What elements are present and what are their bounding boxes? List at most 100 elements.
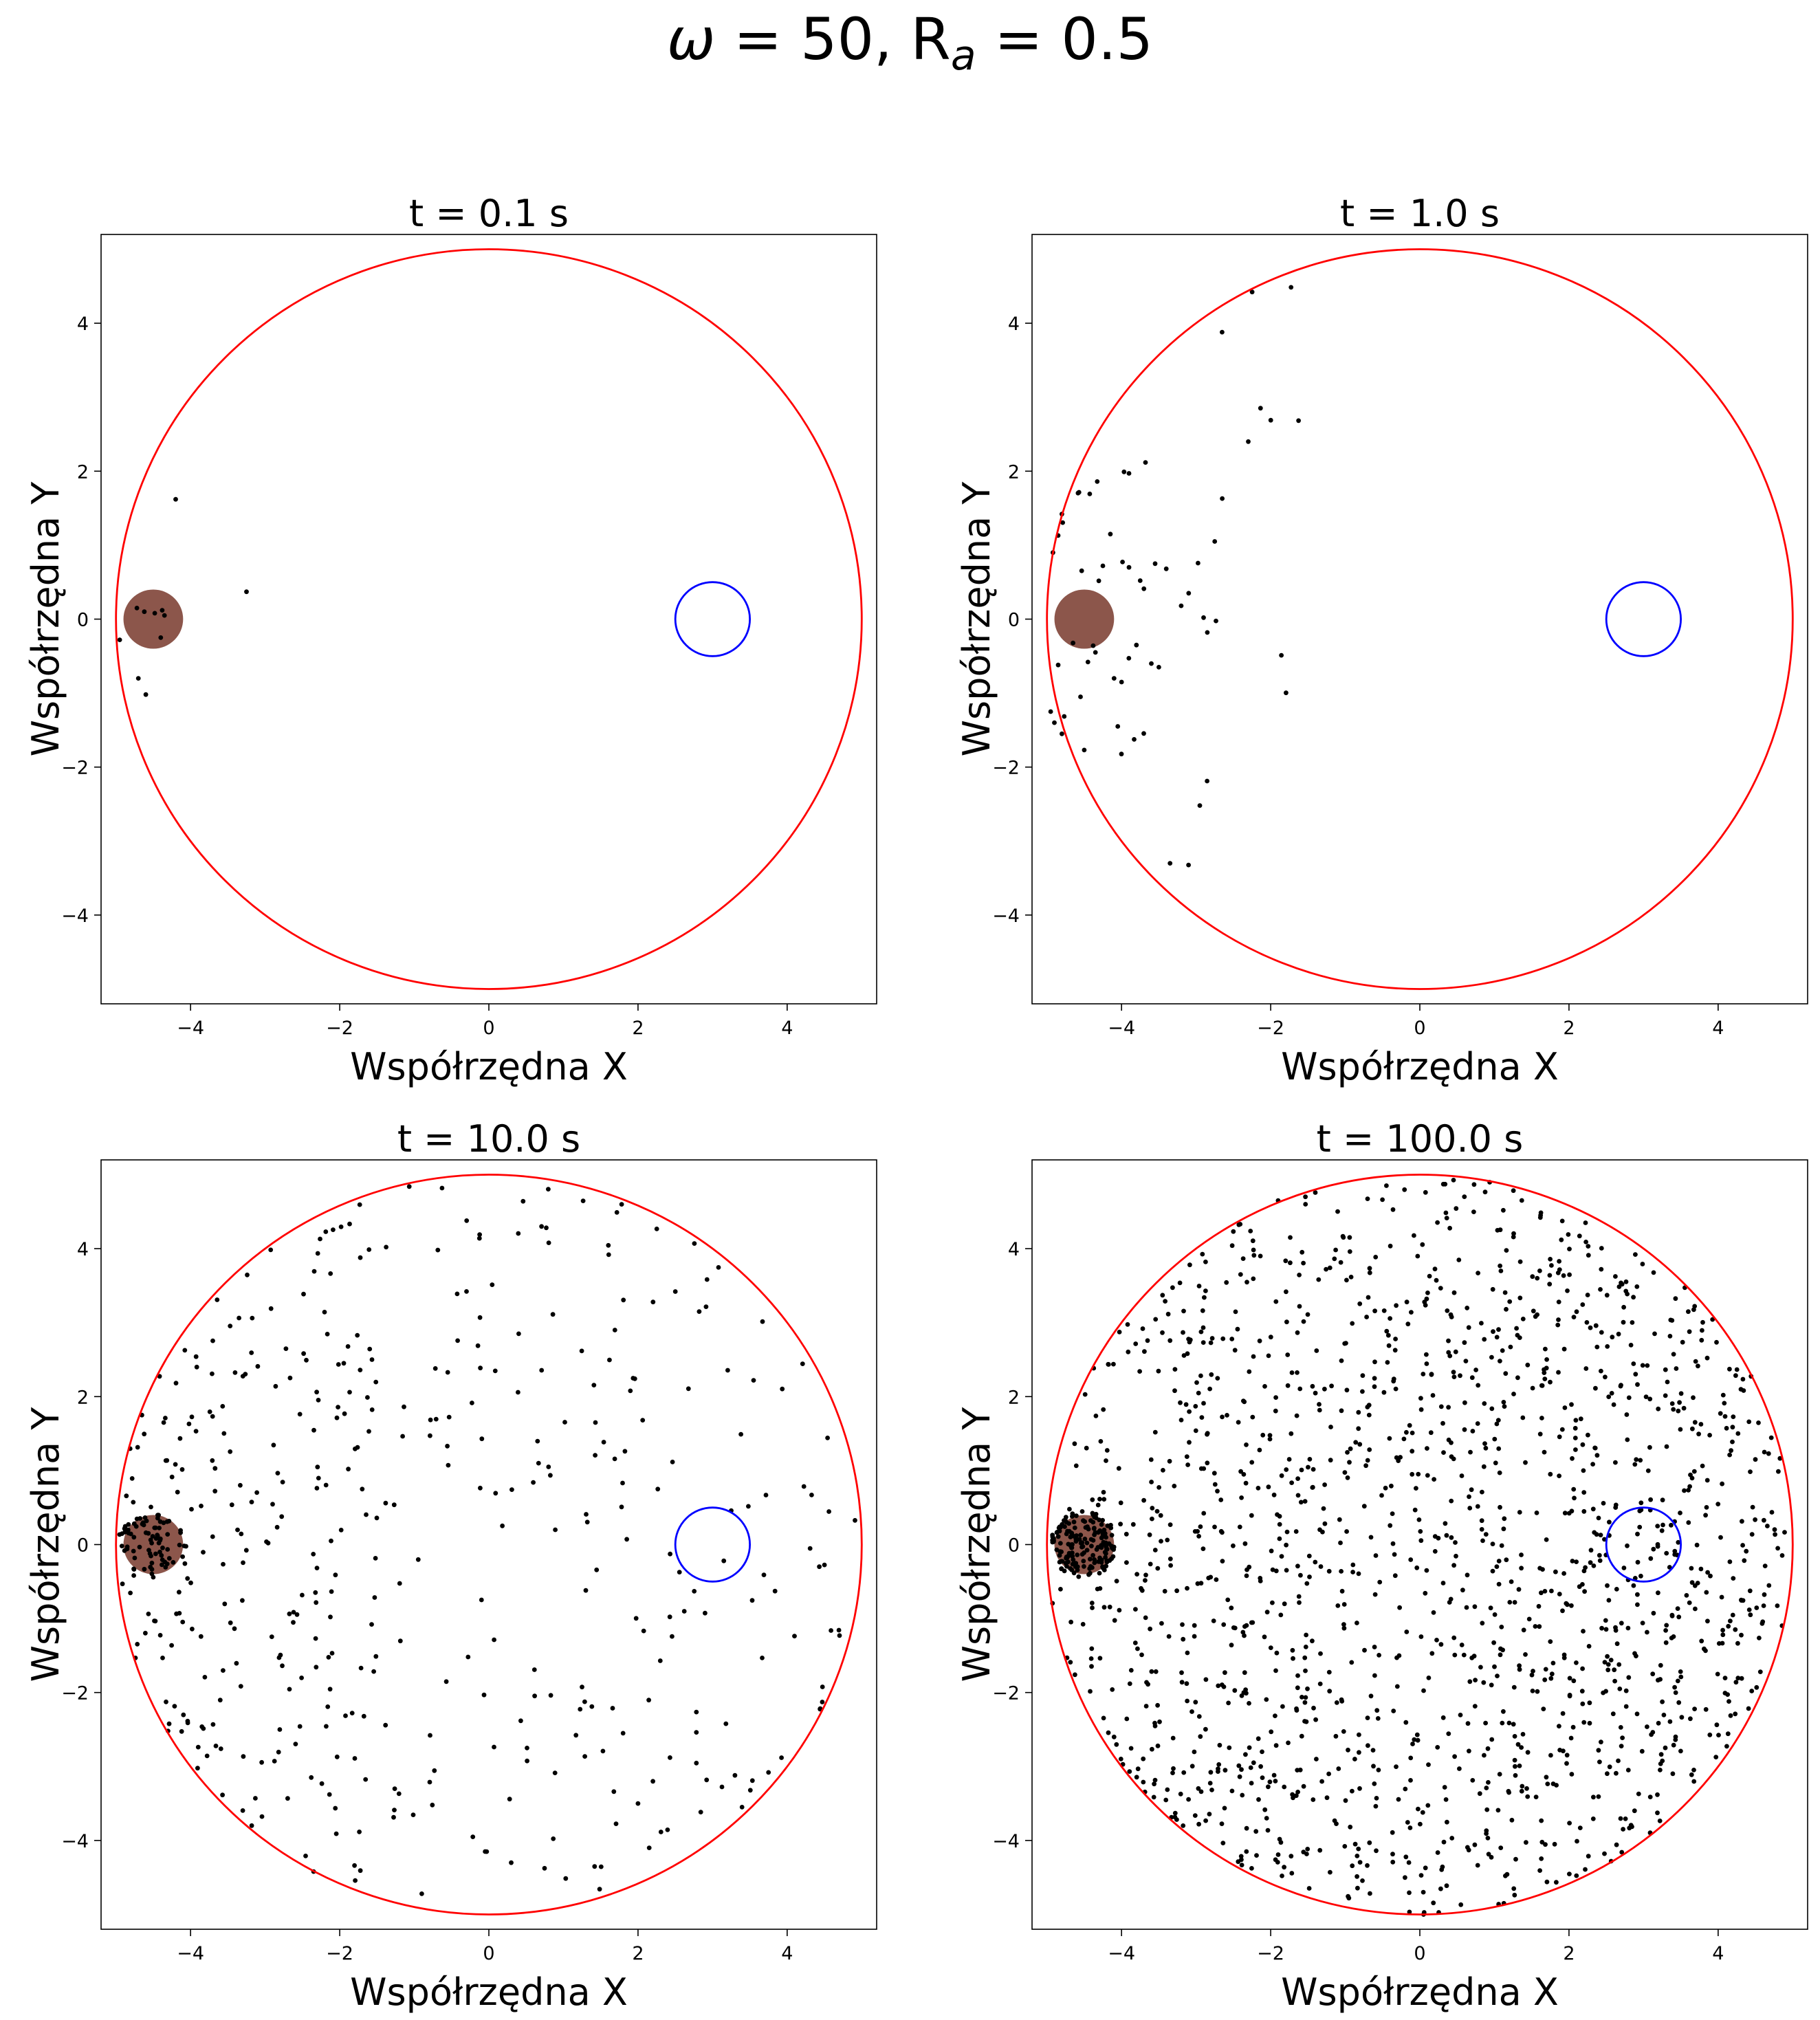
particle-point [1356, 1426, 1361, 1431]
particle-point [1440, 1420, 1445, 1426]
particle-point [1174, 1588, 1179, 1594]
particle-point [1262, 1384, 1267, 1389]
particle-point [1165, 1537, 1170, 1543]
particle-point [1356, 1409, 1361, 1415]
particle-point [1490, 1568, 1495, 1574]
particle-point [1416, 1471, 1421, 1477]
particle-point [539, 1224, 544, 1229]
y-tick-label: 4 [1008, 314, 1020, 335]
particle-point [1251, 1247, 1256, 1253]
particle-point [1352, 1757, 1357, 1761]
particle-point [1727, 1366, 1732, 1372]
particle-point [665, 1827, 670, 1832]
particle-point [1288, 1260, 1293, 1266]
particle-point [1244, 1849, 1249, 1854]
particle-point [1592, 1445, 1598, 1451]
particle-point [1471, 1182, 1477, 1187]
particle-point [1485, 1746, 1491, 1751]
particle-point [1623, 1288, 1629, 1294]
particle-point [1594, 1453, 1600, 1458]
particle-point [1511, 1722, 1516, 1727]
particle-point [1357, 1860, 1363, 1865]
particle-point [1440, 1181, 1446, 1187]
particle-point [1425, 1803, 1431, 1808]
particle-point [410, 1812, 416, 1818]
particle-point [1064, 1531, 1069, 1537]
particle-point [131, 1521, 137, 1526]
particle-point [692, 1589, 697, 1594]
particle-point [1434, 1277, 1439, 1283]
particle-point [1406, 1860, 1412, 1865]
particle-point [1472, 1704, 1478, 1709]
particle-point [1525, 1794, 1531, 1799]
x-tick-label: 4 [1712, 1943, 1724, 1964]
particle-point [598, 1864, 604, 1869]
particle-point [613, 1821, 619, 1827]
particle-point [272, 1759, 277, 1764]
particle-point [1089, 1664, 1094, 1669]
particle-point [1192, 1634, 1197, 1639]
particle-point [1251, 1760, 1256, 1766]
particle-point [1691, 1469, 1697, 1474]
particle-point [177, 1436, 183, 1441]
particle-point [1597, 1558, 1603, 1563]
particle-point [1507, 1299, 1513, 1304]
particle-point [1520, 1783, 1525, 1789]
particle-point [601, 1440, 606, 1445]
particle-point [1772, 1527, 1777, 1533]
particle-point [1449, 1454, 1454, 1460]
particle-point [1483, 1532, 1489, 1537]
particle-point [1599, 1739, 1603, 1745]
particle-point [1431, 1610, 1436, 1615]
particle-point [164, 1458, 170, 1463]
particle-point [1612, 1678, 1618, 1684]
particle-point [374, 1515, 380, 1521]
particle-point [143, 1530, 149, 1535]
particle-point [1714, 1722, 1720, 1728]
particle-point [1244, 1623, 1249, 1628]
particle-point [641, 1628, 646, 1634]
particle-point [1174, 1817, 1179, 1822]
particle-point [1357, 1301, 1363, 1306]
particle-point [1289, 1871, 1295, 1876]
particle-point [1638, 1500, 1644, 1506]
particle-point [1616, 1284, 1622, 1289]
particle-point [1458, 1713, 1463, 1717]
particle-point [1574, 1309, 1579, 1315]
particle-point [1429, 1372, 1434, 1377]
particle-point [269, 1634, 274, 1640]
particle-point [1658, 1752, 1664, 1757]
particle-point [189, 1414, 195, 1420]
particle-point [612, 1328, 617, 1332]
particle-point [1106, 1730, 1111, 1735]
x-tick-label: 2 [1563, 1018, 1575, 1039]
particle-point [1139, 1652, 1144, 1658]
particle-point [1443, 1210, 1449, 1216]
particle-point [1227, 1745, 1232, 1750]
particle-point [470, 1834, 476, 1840]
particle-point [1426, 1676, 1432, 1680]
particle-point [1186, 862, 1191, 868]
particle-point [1614, 1770, 1619, 1776]
particle-point [1366, 1403, 1372, 1408]
particle-point [1060, 1522, 1065, 1527]
particle-point [1447, 1353, 1453, 1359]
particle-point [1718, 1535, 1723, 1540]
particle-point [1495, 1673, 1500, 1679]
particle-point [1223, 1768, 1228, 1773]
particle-point [1671, 1407, 1676, 1412]
particle-point [445, 1370, 450, 1375]
particle-point [383, 1722, 388, 1728]
particle-point [1479, 1321, 1484, 1326]
particle-point [1130, 1522, 1136, 1527]
particle-point [314, 1665, 319, 1670]
particle-point [419, 1891, 424, 1896]
particle-point [763, 1493, 769, 1497]
particle-point [1665, 1379, 1670, 1385]
particle-point [1101, 1407, 1106, 1412]
particle-point [1187, 1440, 1192, 1445]
particle-point [1467, 1506, 1473, 1511]
particle-point [1364, 1315, 1369, 1319]
particle-point [1410, 1449, 1415, 1454]
particle-point [481, 1692, 487, 1698]
